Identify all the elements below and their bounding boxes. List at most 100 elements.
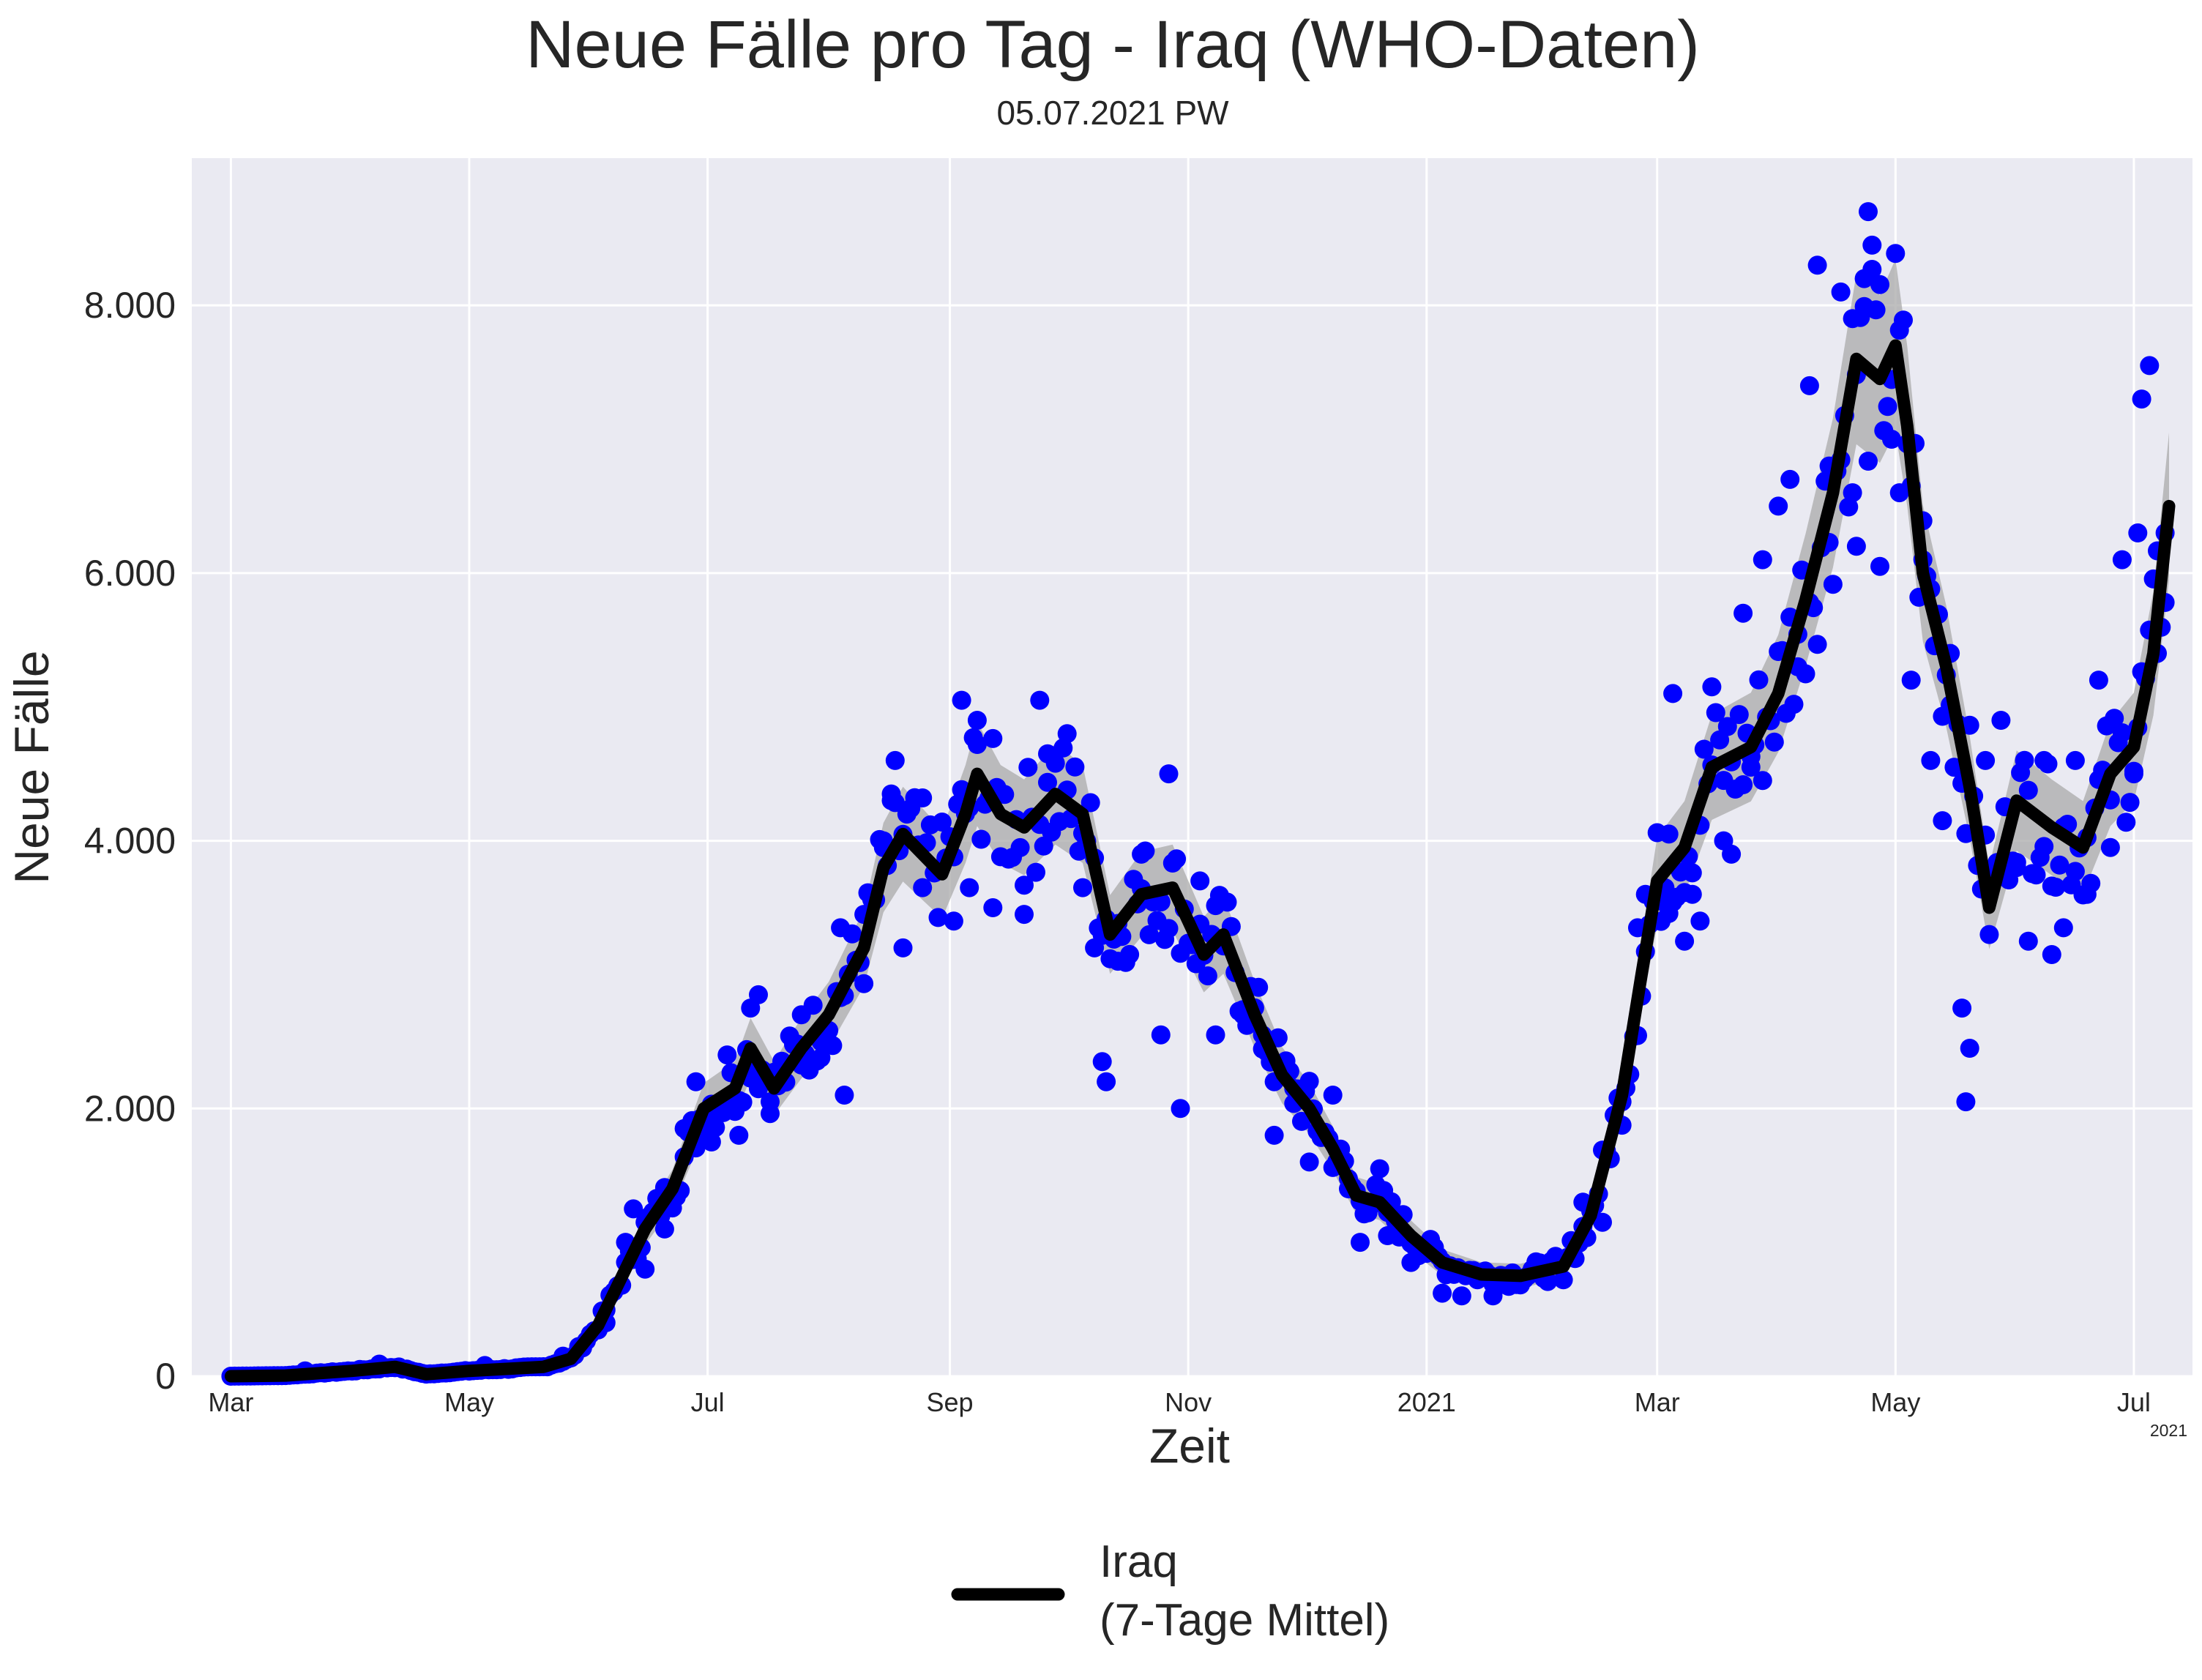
daily-point bbox=[1882, 430, 1901, 449]
daily-point bbox=[1030, 690, 1050, 710]
daily-point bbox=[1960, 715, 1979, 735]
daily-point bbox=[1034, 836, 1053, 856]
daily-point bbox=[1733, 603, 1753, 623]
x-tick-label: May bbox=[444, 1387, 494, 1417]
daily-point bbox=[2034, 837, 2054, 856]
daily-point bbox=[873, 831, 893, 851]
daily-point bbox=[960, 878, 979, 897]
daily-point bbox=[1553, 1270, 1573, 1290]
daily-point bbox=[1823, 575, 1843, 594]
daily-point bbox=[1682, 863, 1702, 883]
daily-point bbox=[1593, 1212, 1612, 1232]
daily-point bbox=[1198, 966, 1217, 986]
daily-point bbox=[967, 735, 987, 754]
daily-point bbox=[1702, 677, 1722, 697]
daily-point bbox=[1894, 310, 1913, 330]
daily-point bbox=[2018, 931, 2038, 951]
x-axis-label: Zeit bbox=[1149, 1419, 1230, 1473]
daily-point bbox=[1784, 695, 1804, 714]
daily-point bbox=[1351, 1233, 1370, 1252]
daily-point bbox=[706, 1118, 725, 1138]
daily-point bbox=[967, 711, 987, 730]
daily-point bbox=[1217, 892, 1237, 912]
daily-point bbox=[686, 1072, 706, 1091]
daily-point bbox=[2053, 918, 2073, 938]
daily-point bbox=[1764, 732, 1784, 752]
daily-point bbox=[932, 813, 952, 832]
daily-point bbox=[944, 911, 963, 931]
daily-point bbox=[1933, 811, 1952, 831]
daily-point bbox=[1690, 911, 1710, 931]
daily-point bbox=[1956, 1092, 1976, 1112]
daily-point bbox=[2065, 750, 2085, 770]
daily-point bbox=[1038, 744, 1057, 764]
daily-point bbox=[2042, 945, 2061, 964]
y-tick-label: 8.000 bbox=[84, 285, 176, 326]
daily-point bbox=[733, 1092, 753, 1112]
daily-point bbox=[1741, 758, 1761, 777]
daily-point bbox=[1753, 771, 1772, 791]
daily-point bbox=[2120, 793, 2140, 813]
daily-point bbox=[913, 788, 933, 807]
chart-title: Neue Fälle pro Tag - Iraq (WHO-Daten) bbox=[526, 7, 1700, 82]
daily-point bbox=[1249, 977, 1269, 997]
daily-point bbox=[2132, 389, 2151, 409]
daily-point bbox=[1694, 739, 1714, 759]
daily-point bbox=[1991, 711, 2011, 730]
daily-point bbox=[1780, 469, 1800, 489]
daily-point bbox=[1831, 282, 1851, 302]
daily-point bbox=[1018, 758, 1038, 777]
daily-point bbox=[2124, 764, 2143, 784]
daily-point bbox=[1846, 537, 1866, 556]
daily-point bbox=[835, 1086, 854, 1105]
daily-point bbox=[1960, 1039, 1979, 1058]
daily-point bbox=[1167, 849, 1187, 869]
daily-point bbox=[831, 918, 851, 938]
y-tick-label: 4.000 bbox=[84, 821, 176, 862]
daily-point bbox=[1952, 998, 1972, 1018]
mean-line bbox=[224, 339, 2176, 1383]
daily-point bbox=[1081, 793, 1100, 813]
daily-point bbox=[1073, 878, 1092, 897]
daily-point bbox=[1139, 925, 1159, 944]
daily-point bbox=[885, 750, 905, 770]
daily-point bbox=[1870, 556, 1889, 576]
daily-point bbox=[971, 829, 991, 849]
daily-point bbox=[983, 728, 1003, 748]
daily-point bbox=[1401, 1252, 1421, 1272]
daily-point bbox=[1065, 757, 1085, 777]
x-tick-label: Sep bbox=[927, 1387, 974, 1417]
daily-point bbox=[881, 784, 901, 804]
daily-point bbox=[1859, 452, 1878, 471]
daily-point bbox=[1108, 952, 1128, 971]
daily-point bbox=[1010, 837, 1030, 857]
daily-point bbox=[2034, 750, 2054, 770]
daily-point bbox=[2140, 356, 2160, 376]
daily-point bbox=[1026, 862, 1045, 882]
y-ticks: 0 2.000 4.000 6.000 8.000 bbox=[84, 285, 176, 1397]
daily-point bbox=[1979, 925, 1999, 944]
daily-point bbox=[2128, 523, 2148, 542]
daily-point bbox=[1807, 635, 1827, 654]
daily-point bbox=[1749, 670, 1769, 690]
daily-point bbox=[2018, 780, 2038, 800]
legend: Iraq (7-Tage Mittel) bbox=[951, 1537, 1389, 1646]
daily-point bbox=[1151, 1025, 1171, 1045]
daily-point bbox=[1799, 376, 1819, 395]
daily-point bbox=[928, 908, 948, 927]
y-tick-label: 0 bbox=[155, 1356, 176, 1397]
daily-point bbox=[1886, 244, 1906, 264]
daily-point bbox=[654, 1219, 674, 1239]
daily-point bbox=[952, 690, 971, 710]
daily-point bbox=[1901, 671, 1921, 690]
daily-point bbox=[2065, 862, 2085, 881]
daily-point bbox=[701, 1132, 721, 1151]
daily-point bbox=[1722, 844, 1742, 864]
x-tick-label: Mar bbox=[1635, 1387, 1680, 1417]
daily-point bbox=[1682, 884, 1702, 904]
daily-point bbox=[1053, 738, 1073, 758]
daily-point bbox=[1206, 1025, 1225, 1045]
daily-point bbox=[1870, 275, 1889, 294]
daily-point bbox=[913, 878, 933, 897]
daily-point bbox=[1378, 1226, 1397, 1245]
